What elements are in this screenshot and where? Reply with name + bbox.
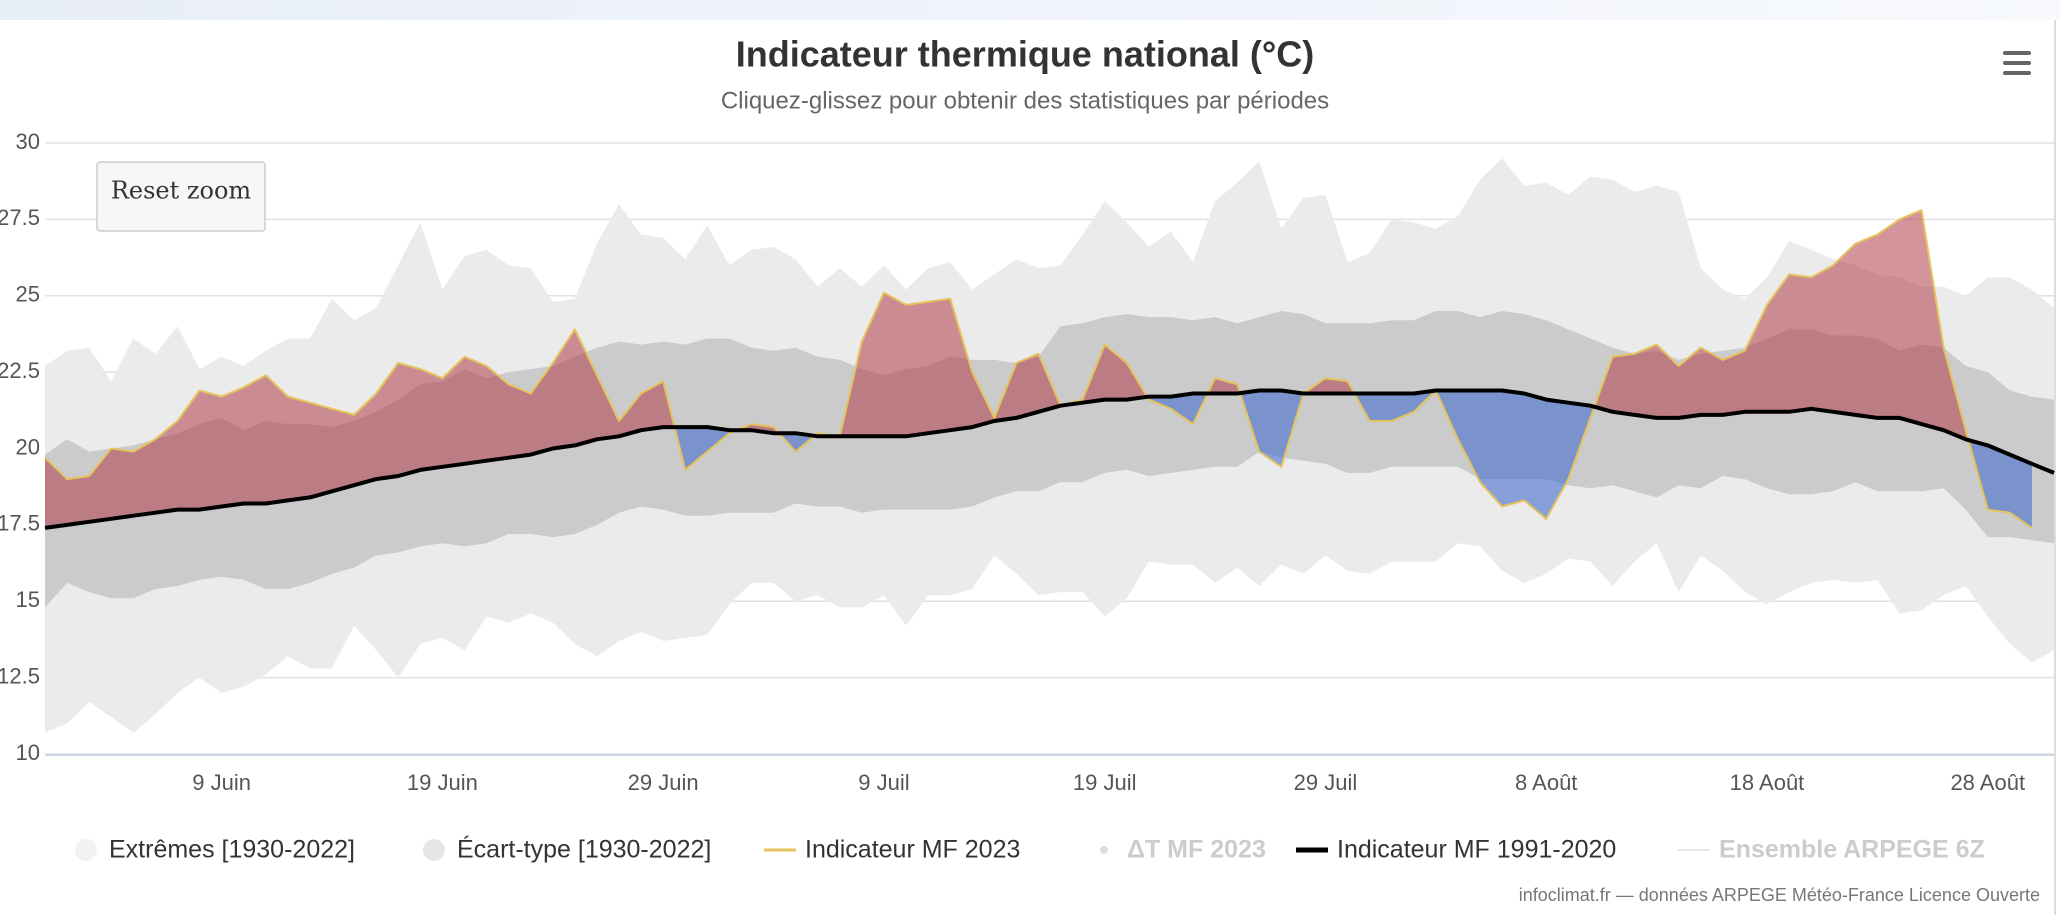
y-tick-label: 17.5	[0, 511, 40, 536]
legend-item[interactable]: Écart-type [1930-2022]	[423, 835, 711, 864]
x-tick-label: 9 Juin	[192, 770, 251, 795]
legend-label: Écart-type [1930-2022]	[457, 835, 711, 864]
x-tick-label: 28 Août	[1950, 770, 2025, 795]
x-tick-label: 9 Juil	[858, 770, 909, 795]
y-tick-label: 30	[16, 129, 40, 154]
legend-label: Indicateur MF 2023	[805, 836, 1020, 864]
legend-item[interactable]: Indicateur MF 1991-2020	[1296, 836, 1616, 864]
x-tick-label: 29 Juil	[1294, 770, 1358, 795]
legend-symbol	[423, 839, 445, 861]
series-line	[44, 209, 2033, 529]
y-tick-label: 22.5	[0, 358, 40, 383]
legend-symbol	[75, 839, 97, 861]
credits: infoclimat.fr — données ARPEGE Météo-Fra…	[1519, 885, 2040, 905]
y-tick-label: 12.5	[0, 663, 40, 688]
menu-bar	[2003, 51, 2031, 55]
x-tick-label: 29 Juin	[628, 770, 699, 795]
y-tick-label: 25	[16, 282, 40, 307]
x-tick-label: 8 Août	[1515, 770, 1577, 795]
menu-bar	[2003, 71, 2031, 75]
menu-bar	[2003, 61, 2031, 65]
series-layer	[44, 158, 2055, 733]
legend-label: Indicateur MF 1991-2020	[1337, 836, 1616, 864]
y-tick-label: 20	[16, 434, 40, 459]
legend-label: Ensemble ARPEGE 6Z	[1719, 836, 1985, 864]
legend-item[interactable]: Indicateur MF 2023	[764, 836, 1020, 864]
series-line	[44, 388, 2055, 530]
legend-label: Extrêmes [1930-2022]	[109, 836, 355, 864]
y-tick-label: 15	[16, 587, 40, 612]
reset-zoom-label[interactable]: Reset zoom	[111, 177, 252, 205]
y-tick-label: 27.5	[0, 205, 40, 230]
legend-symbol	[1100, 846, 1108, 854]
top-strip	[0, 0, 2060, 20]
plot-area	[44, 142, 2055, 755]
reset-zoom-bg[interactable]	[96, 161, 266, 232]
x-tick-label: 18 Août	[1730, 770, 1805, 795]
legend-item[interactable]: Extrêmes [1930-2022]	[75, 836, 355, 864]
x-tick-label: 19 Juil	[1073, 770, 1137, 795]
y-tick-label: 10	[16, 740, 40, 765]
reset-zoom-button[interactable]: Reset zoom	[96, 161, 266, 232]
x-tick-label: 19 Juin	[407, 770, 478, 795]
chart-subtitle: Cliquez-glissez pour obtenir des statist…	[721, 87, 1329, 114]
legend-item[interactable]: Ensemble ARPEGE 6Z	[1678, 836, 1985, 864]
chart-title: Indicateur thermique national (°C)	[736, 34, 1314, 75]
legend-label: ΔT MF 2023	[1127, 836, 1266, 864]
legend-item[interactable]: ΔT MF 2023	[1100, 836, 1266, 864]
menu-button[interactable]	[2000, 46, 2034, 80]
